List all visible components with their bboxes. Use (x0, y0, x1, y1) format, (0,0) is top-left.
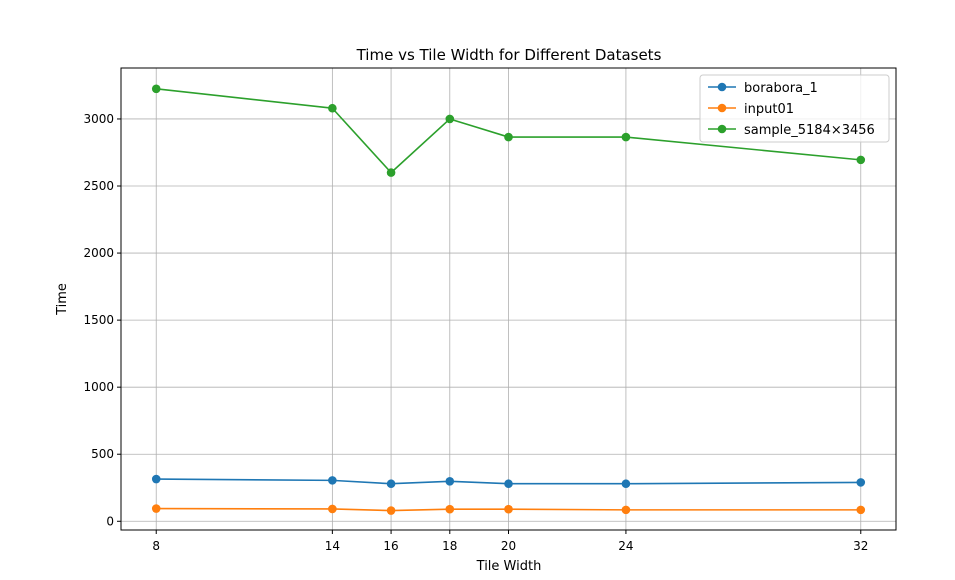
data-point (386, 506, 396, 515)
chart-title: Time vs Tile Width for Different Dataset… (356, 46, 662, 64)
data-point (856, 505, 866, 515)
grid (121, 68, 896, 530)
series-2 (151, 84, 866, 177)
legend: borabora_1 input01 sample_5184×3456 (699, 74, 890, 143)
data-point (386, 479, 396, 489)
x-tick-label: 8 (152, 539, 160, 553)
data-point (328, 476, 337, 485)
data-point (151, 84, 161, 94)
y-tick-label: 2000 (83, 246, 114, 260)
x-axis-label: Tile Width (476, 559, 542, 574)
data-point (856, 478, 866, 487)
legend-label: borabora_1 (744, 81, 818, 96)
legend-label: sample_5184×3456 (744, 123, 875, 138)
series-1 (151, 504, 866, 515)
data-point (621, 505, 631, 515)
series-0 (151, 474, 866, 489)
data-point (621, 479, 631, 489)
x-tick-label: 32 (853, 539, 868, 553)
y-tick-label: 3000 (83, 112, 114, 126)
x-axis: 8 14 16 18 20 24 32 (152, 530, 868, 553)
x-tick-label: 14 (325, 539, 340, 553)
legend-label: input01 (744, 102, 794, 117)
y-tick-label: 1000 (83, 380, 114, 394)
y-tick-label: 1500 (83, 313, 114, 327)
legend-marker (717, 124, 727, 134)
data-point (328, 103, 337, 113)
legend-marker (717, 103, 727, 113)
y-tick-label: 500 (91, 447, 114, 461)
data-point (445, 477, 455, 486)
series-layer (151, 84, 866, 515)
x-tick-label: 20 (501, 539, 516, 553)
data-point (504, 504, 513, 514)
y-axis: 0 500 1000 1500 2000 2500 3000 (83, 112, 121, 528)
data-point (151, 474, 161, 484)
legend-box (699, 74, 890, 143)
data-point (621, 132, 631, 142)
data-point (386, 168, 396, 177)
data-point (151, 504, 161, 513)
y-axis-label: Time (55, 283, 70, 316)
data-point (328, 504, 337, 514)
data-point (504, 132, 513, 142)
data-point (445, 504, 455, 514)
x-tick-label: 18 (442, 539, 457, 553)
data-point (504, 479, 513, 489)
y-tick-label: 0 (106, 514, 114, 528)
data-point (856, 155, 866, 165)
legend-marker (717, 82, 727, 92)
data-point (445, 114, 455, 124)
y-tick-label: 2500 (83, 179, 114, 193)
x-tick-label: 16 (383, 539, 398, 553)
x-tick-label: 24 (618, 539, 633, 553)
